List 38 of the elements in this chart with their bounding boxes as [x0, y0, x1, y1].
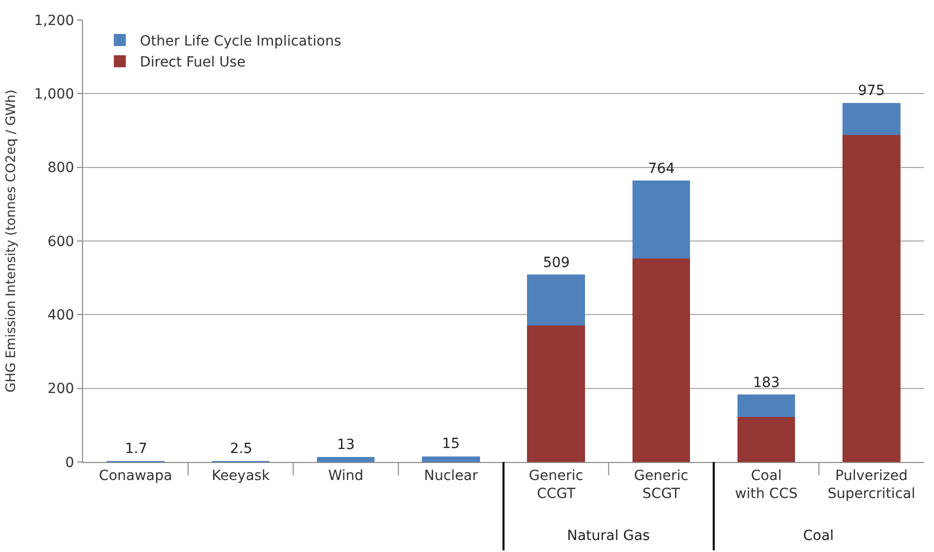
y-tick-label: 1,200 — [34, 12, 74, 29]
total-label: 764 — [648, 161, 675, 177]
y-tick-label: 1,000 — [34, 86, 74, 103]
legend-label: Other Life Cycle Implications — [140, 33, 342, 50]
x-tick-label: Pulverized Supercritical — [828, 468, 916, 502]
bar — [842, 102, 900, 135]
x-tick-label: Keeyask — [212, 468, 271, 484]
total-label: 15 — [442, 436, 460, 452]
text: Natural Gas — [567, 528, 650, 544]
bar — [632, 258, 690, 462]
bar — [422, 456, 480, 462]
total-label: 13 — [337, 437, 355, 453]
bar — [737, 394, 796, 418]
y-tick-label: 200 — [47, 381, 74, 398]
total-label: 1.7 — [125, 441, 148, 457]
x-tick-label: Generic SCGT — [634, 468, 688, 502]
y-tick-label: 0 — [65, 454, 74, 471]
bar — [316, 457, 375, 462]
legend-label: Direct Fuel Use — [140, 54, 246, 71]
x-tick-label: Wind — [328, 468, 364, 484]
y-tick-label: 400 — [47, 308, 74, 324]
x-tick-label: Conawapa — [98, 468, 172, 484]
bar — [842, 134, 900, 462]
y-axis-title: GHG Emission Intensity (tonnes CO2eq / GWh) — [4, 90, 20, 392]
y-tick-label: 800 — [47, 160, 74, 176]
y-tick-label: 600 — [47, 234, 74, 250]
x-tick-label: Coal with CCS — [735, 468, 798, 502]
bar — [527, 274, 585, 326]
bar — [737, 417, 796, 462]
x-tick-label: Generic CCGT — [528, 468, 584, 502]
total-label: 509 — [543, 255, 570, 271]
bar — [527, 326, 585, 462]
x-tick-label: Nuclear — [424, 468, 478, 484]
bar — [632, 180, 690, 259]
text: Coal — [803, 528, 834, 544]
total-label: 183 — [753, 375, 780, 391]
total-label: 2.5 — [230, 441, 252, 457]
total-label: 975 — [858, 83, 885, 99]
